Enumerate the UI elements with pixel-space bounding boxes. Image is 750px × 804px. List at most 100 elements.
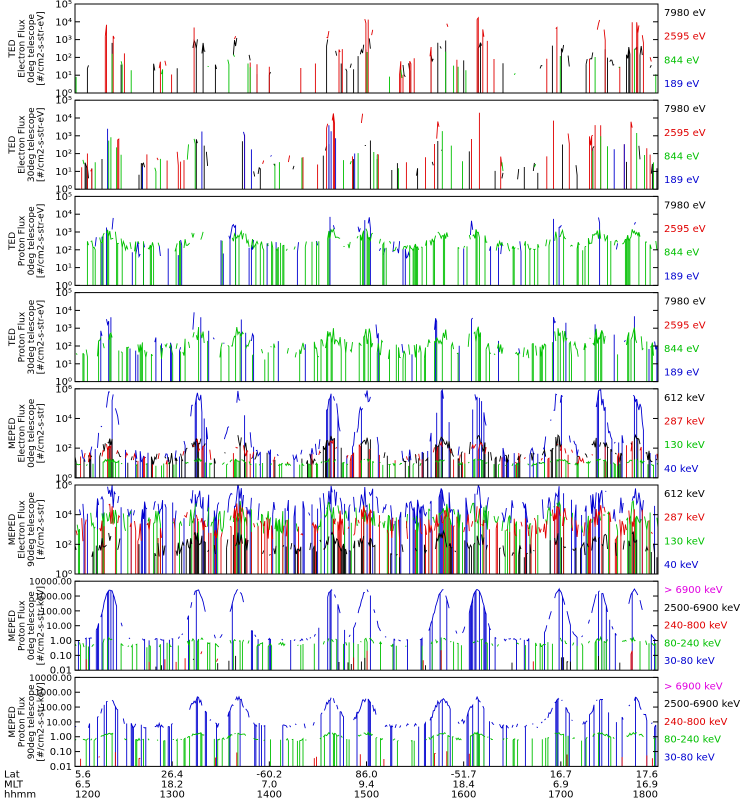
y-tick-label: 0.01	[50, 762, 72, 773]
legend-entry: 189 eV	[664, 79, 699, 90]
legend-entry: 2595 eV	[664, 224, 706, 235]
legend-entry: 2595 eV	[664, 32, 706, 43]
series-trace-30-80-kev	[75, 697, 658, 767]
panel-data	[75, 697, 658, 767]
y-tick-label: 1000.00	[35, 593, 72, 603]
legend-entry: > 6900 keV	[664, 681, 723, 692]
legend-entry: 240-800 keV	[664, 621, 728, 632]
y-axis-label: MEPED Proton Flux 0deg telescope [#/cm2-s-s…	[8, 586, 47, 665]
y-axis-label-line: Proton Flux	[18, 311, 28, 362]
panel-frame	[74, 676, 659, 767]
y-tick-label: 10⁰	[55, 377, 72, 388]
y-axis-label: MEPED Electron Flux 90deg telescope [#/cm2-…	[8, 492, 47, 567]
legend-entry: 40 keV	[664, 560, 698, 571]
legend-entry: 30-80 keV	[664, 656, 715, 667]
y-axis-label-line: [#/cm2-s-str-eV]	[37, 300, 47, 375]
panel-frame	[74, 195, 659, 286]
x-tick-label-mlt: 7.0	[261, 779, 277, 790]
panel-1: 10⁰ 10¹ 10² 10³ 10⁴ 10⁵ TED Electron Flux 0deg t…	[8, 0, 706, 100]
y-tick-label: 10⁰	[55, 570, 72, 581]
y-axis-label-line: [#/cm2-s-str-keV]	[37, 586, 47, 665]
y-axis-label-line: MEPED	[8, 706, 18, 738]
x-tick-label-hhmm: 1400	[257, 789, 282, 800]
series-trace-844-ev	[76, 327, 657, 382]
series-trace-189-ev	[100, 312, 658, 382]
y-tick-label: 1.00	[50, 732, 72, 743]
x-tick-label-mlt: 18.4	[453, 779, 475, 790]
legend-entry: 189 eV	[664, 175, 699, 186]
series-trace-2595-ev	[82, 113, 657, 189]
panel-frame	[74, 3, 659, 94]
x-tick-label-lat: -51.7	[451, 769, 477, 780]
legend-entry: 844 eV	[664, 55, 699, 66]
legend-entry: 130 keV	[664, 536, 705, 547]
x-tick-label-lat: -60.2	[256, 769, 282, 780]
x-axis-row-label: Lat	[4, 769, 20, 780]
panel-data	[75, 18, 658, 93]
y-tick-label: 10⁴	[55, 306, 72, 317]
legend-entry: 844 eV	[664, 344, 699, 355]
y-axis-label-line: 0deg telescope	[27, 398, 37, 468]
panel-frame	[74, 484, 659, 575]
series-trace-80-240-kev	[75, 635, 657, 671]
y-axis-label-line: Electron Flux	[18, 115, 28, 174]
x-tick-label-mlt: 18.2	[161, 779, 183, 790]
y-tick-label: 0.01	[50, 666, 72, 677]
series-trace-2500-6900-kev	[156, 656, 653, 670]
legend-entry: 2500-6900 keV	[664, 699, 740, 710]
panel-frame	[74, 292, 659, 383]
y-axis-label-line: Electron Flux	[18, 403, 28, 462]
legend-entry: 30-80 keV	[664, 752, 715, 763]
legend-entry: 40 keV	[664, 464, 698, 475]
y-tick-label: 100.00	[41, 704, 73, 714]
legend-entry: 80-240 keV	[664, 638, 721, 649]
series-trace-40-kev	[81, 388, 657, 478]
panel-data	[75, 587, 658, 671]
y-tick-label: 10⁴	[55, 17, 72, 28]
y-axis-label: MEPED Electron Flux 0deg telescope [#/cm2-s…	[8, 398, 47, 468]
y-axis-label-line: 0deg telescope	[27, 206, 37, 276]
legend-entry: 2595 eV	[664, 128, 706, 139]
series-trace-287-kev	[76, 504, 656, 575]
x-tick-label-hhmm: 1500	[354, 789, 379, 800]
panel-4: 10⁰ 10¹ 10² 10³ 10⁴ 10⁵ TED Proton Flux 30deg te…	[8, 288, 706, 388]
y-axis-label-line: Electron Flux	[18, 500, 28, 559]
y-axis-label-line: [#/cm2-s-str-eV]	[37, 107, 47, 182]
y-tick-label: 10⁴	[55, 414, 72, 425]
series-trace-844-ev	[75, 48, 657, 93]
y-tick-label: 10⁵	[55, 0, 72, 11]
x-tick-label-mlt: 9.4	[359, 779, 375, 790]
legend-entry: 80-240 keV	[664, 735, 721, 746]
series-trace-189-ev	[107, 125, 658, 190]
y-tick-label: 10¹	[55, 167, 72, 178]
y-axis-label: TED Electron Flux 30deg telescope [#/cm2-s-…	[8, 107, 47, 182]
legend-entry: > 6900 keV	[664, 585, 723, 596]
legend-entry: 2500-6900 keV	[664, 603, 740, 614]
y-tick-label: 10⁰	[55, 89, 72, 100]
legend-entry: 130 keV	[664, 440, 705, 451]
legend-entry: 7980 eV	[664, 8, 706, 19]
y-tick-label: 10²	[55, 540, 72, 551]
y-tick-label: 10⁰	[55, 473, 72, 484]
y-axis-label-line: MEPED	[8, 514, 18, 546]
y-axis-label-line: 0deg telescope	[27, 14, 37, 84]
x-tick-label-hhmm: 1200	[75, 789, 100, 800]
series-trace-130-kev	[76, 500, 658, 574]
series-trace-7980-ev	[86, 37, 652, 93]
x-tick-label-lat: 26.4	[161, 769, 183, 780]
x-axis-row-label: MLT	[4, 779, 24, 790]
legend-entry: 7980 eV	[664, 104, 706, 115]
y-tick-label: 10²	[55, 149, 72, 160]
y-tick-label: 10⁰	[55, 185, 72, 196]
y-axis-label-line: TED	[8, 328, 18, 347]
x-tick-label-lat: 5.6	[75, 769, 91, 780]
y-tick-label: 10⁴	[55, 210, 72, 221]
y-tick-label: 0.10	[50, 747, 72, 758]
y-tick-label: 10000.00	[29, 674, 72, 684]
series-trace-844-ev	[86, 227, 658, 286]
y-tick-label: 10⁶	[55, 481, 72, 492]
x-tick-label-lat: 16.7	[550, 769, 572, 780]
series-trace-7980-ev	[84, 139, 658, 190]
y-tick-label: 10⁴	[55, 114, 72, 125]
